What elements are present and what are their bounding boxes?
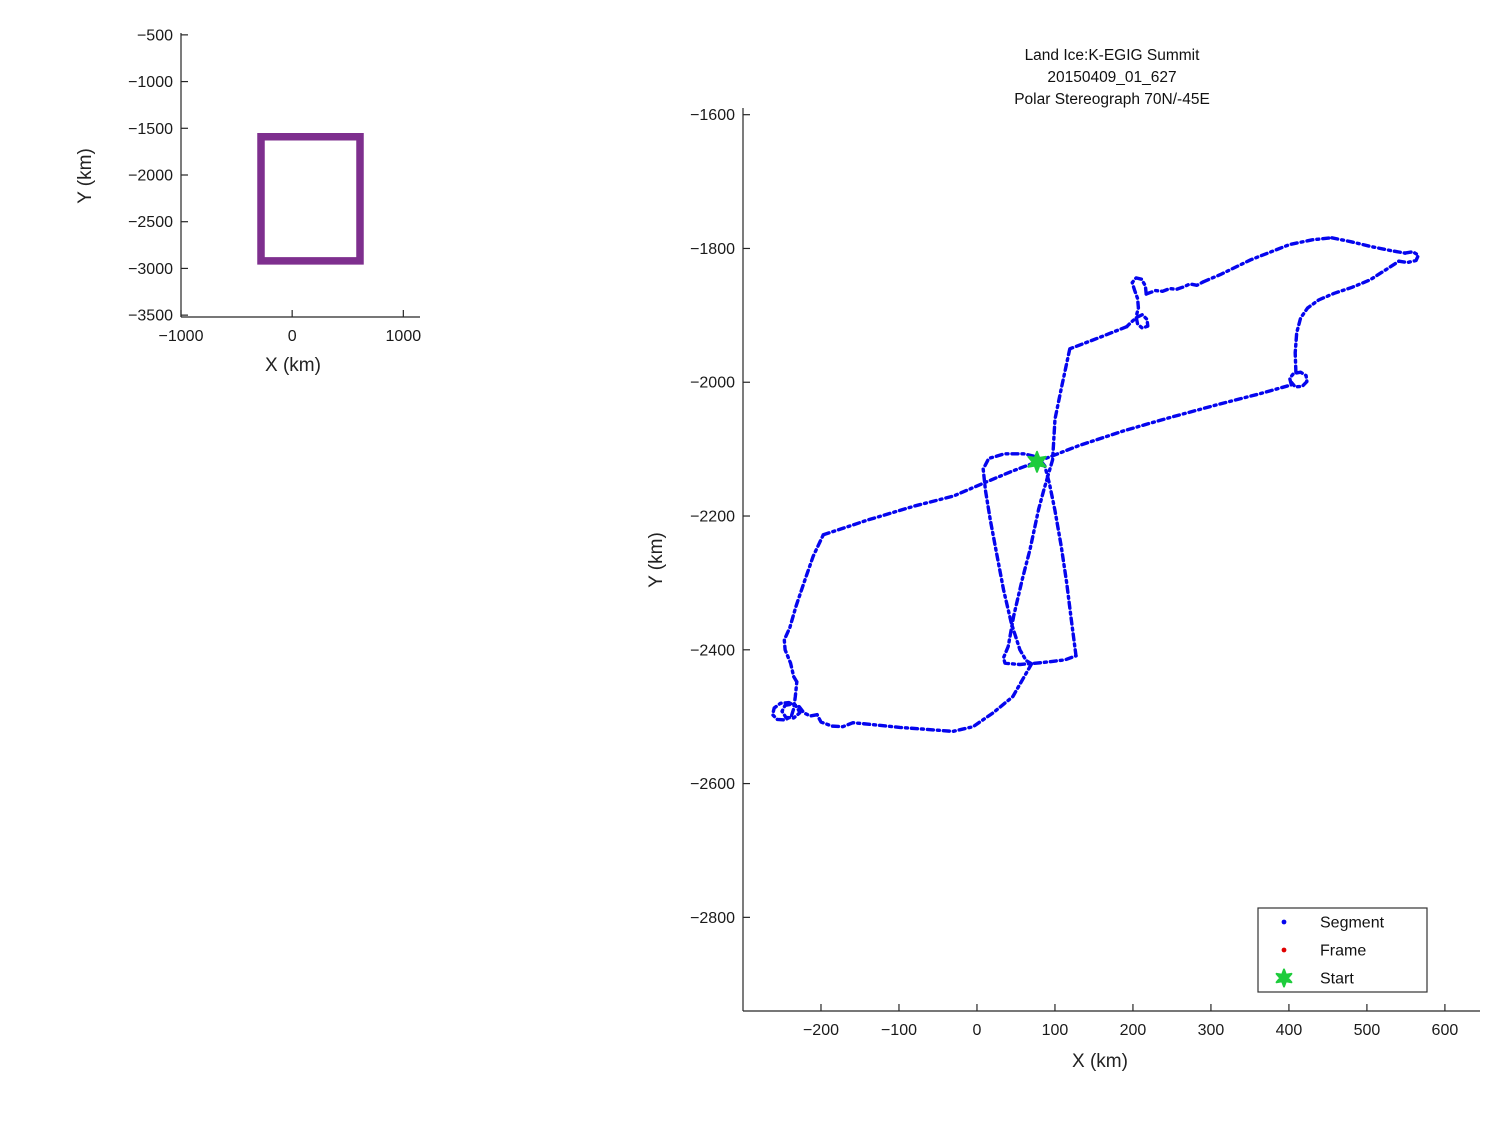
main-ytick-label: −1800 — [690, 241, 735, 258]
main-ytick-label: −2600 — [690, 776, 735, 793]
overview-ytick-label: −500 — [137, 27, 173, 44]
main-ytick-label: −2800 — [690, 910, 735, 927]
overview-ytick-label: −1500 — [128, 121, 173, 138]
track-segment — [770, 680, 819, 722]
legend-marker-frame-dot — [1281, 947, 1287, 953]
legend-marker-start-hexagram — [1275, 968, 1293, 988]
track-segment — [981, 452, 1078, 666]
main-xtick-label: 500 — [1354, 1022, 1381, 1039]
track-segment — [1397, 250, 1421, 265]
track-segment — [1287, 370, 1309, 389]
overview-ytick-label: −3000 — [128, 261, 173, 278]
track-segment — [1124, 276, 1150, 330]
track-segment — [782, 533, 825, 684]
overview-xtick-label: 1000 — [386, 328, 422, 345]
track-segment — [1068, 325, 1129, 351]
legend-marker-segment-dot — [1281, 919, 1287, 925]
main-ytick-label: −2400 — [690, 642, 735, 659]
start-marker — [1027, 450, 1047, 473]
main-ytick-label: −1600 — [690, 107, 735, 124]
legend-label-start: Start — [1320, 971, 1354, 988]
overview-xaxis-label: X (km) — [265, 355, 321, 376]
overview-ytick-label: −2500 — [128, 214, 173, 231]
main-xtick-label: −200 — [803, 1022, 839, 1039]
track-segment — [1201, 236, 1334, 284]
overview-ytick-label: −2000 — [128, 168, 173, 185]
track-segment — [815, 662, 1034, 734]
track-segment — [1293, 259, 1401, 374]
plot-title-line3: Polar Stereograph 70N/-45E — [1014, 91, 1210, 108]
main-xtick-label: 300 — [1198, 1022, 1225, 1039]
plot-title-line1: Land Ice:K-EGIG Summit — [1024, 47, 1200, 64]
main-yaxis-label: Y (km) — [646, 532, 667, 588]
track-segment — [1330, 236, 1407, 255]
plot-title: Land Ice:K-EGIG Summit 20150409_01_627 P… — [852, 45, 1372, 111]
overview-ytick-label: −3500 — [128, 308, 173, 325]
track-segment — [1001, 347, 1078, 667]
coverage-box-outline — [257, 132, 364, 265]
main-xtick-label: 600 — [1432, 1022, 1459, 1039]
main-xaxis-label: X (km) — [1072, 1051, 1128, 1072]
main-xtick-label: 200 — [1120, 1022, 1147, 1039]
main-ytick-label: −2000 — [690, 375, 735, 392]
track-segment — [821, 460, 1039, 537]
main-xtick-label: 100 — [1042, 1022, 1069, 1039]
overview-yaxis-label: Y (km) — [75, 148, 96, 204]
plot-title-line2: 20150409_01_627 — [1047, 69, 1177, 86]
main-xtick-label: 0 — [973, 1022, 982, 1039]
track-segment — [1144, 280, 1205, 296]
track-segment — [1035, 383, 1294, 464]
legend-label-frame: Frame — [1320, 943, 1366, 960]
legend-label-segment: Segment — [1320, 915, 1385, 932]
overview-xtick-label: −1000 — [159, 328, 204, 345]
main-ytick-label: −2200 — [690, 509, 735, 526]
overview-ytick-label: −1000 — [128, 74, 173, 91]
overview-xtick-label: 0 — [288, 328, 297, 345]
main-xtick-label: −100 — [881, 1022, 917, 1039]
main-xtick-label: 400 — [1276, 1022, 1303, 1039]
